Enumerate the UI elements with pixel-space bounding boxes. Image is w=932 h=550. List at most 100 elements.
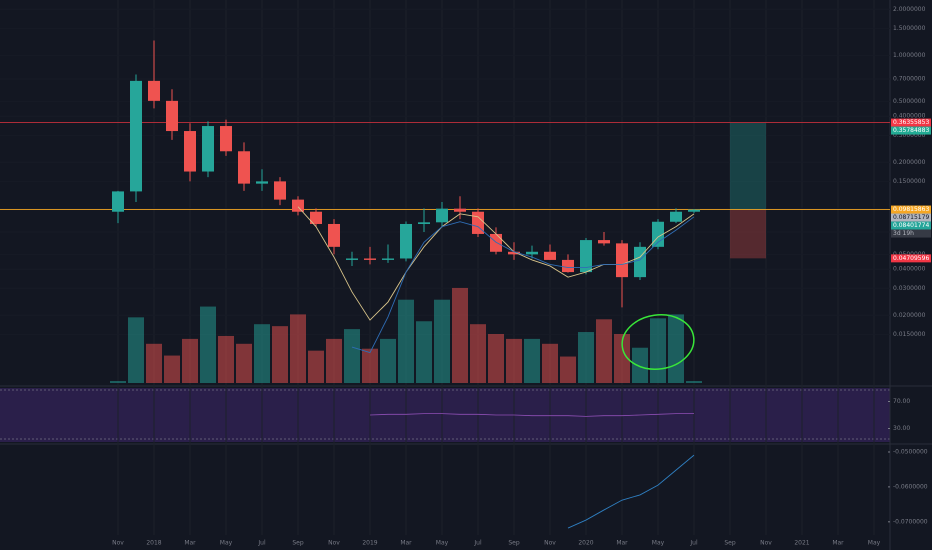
candle-body: [130, 80, 142, 192]
candle-body: [490, 233, 502, 252]
y-tick-label: 0.3000000: [893, 132, 926, 139]
volume-bar: [452, 287, 468, 383]
x-tick-label: Mar: [400, 540, 412, 547]
volume-bar: [398, 299, 414, 383]
price-label-bg: [891, 213, 931, 222]
candle-body: [382, 258, 394, 260]
x-tick-label: 2019: [362, 540, 377, 547]
x-tick-label: Nov: [328, 540, 340, 547]
candle-body: [418, 222, 430, 224]
countdown-label: 3d 19h: [893, 230, 914, 237]
x-tick-label: Nov: [544, 540, 556, 547]
x-tick-label: Jul: [473, 540, 482, 547]
volume-bar: [308, 350, 324, 383]
candle-body: [472, 211, 484, 234]
candle-body: [310, 211, 322, 224]
volume-bar: [326, 338, 342, 383]
osc-tick-label: -0.0600000: [893, 483, 928, 490]
volume-bar: [128, 317, 144, 383]
target-zone: [730, 122, 766, 210]
candle-body: [274, 181, 286, 200]
price-label-bg: [891, 126, 931, 135]
volume-bar: [686, 381, 702, 383]
volume-bar: [164, 355, 180, 383]
rsi-tick-label: 30.00: [893, 425, 910, 432]
y-tick-label: 1.5000000: [893, 25, 926, 32]
candle-body: [508, 251, 520, 255]
y-tick-label: 0.0400000: [893, 266, 926, 273]
volume-bar: [416, 321, 432, 383]
price-label-bg: [891, 254, 931, 263]
volume-bar: [578, 332, 594, 383]
volume-bar: [542, 343, 558, 383]
candle-body: [238, 151, 250, 184]
volume-bar: [434, 299, 450, 383]
candle-body: [184, 131, 196, 172]
candle-body: [328, 223, 340, 247]
y-tick-label: 0.2000000: [893, 159, 926, 166]
osc-tick-label: -0.0500000: [893, 448, 928, 455]
x-tick-label: May: [436, 540, 449, 547]
volume-bar: [614, 334, 630, 383]
volume-bar: [668, 314, 684, 383]
y-tick-label: 0.4000000: [893, 113, 926, 120]
candle-body: [616, 243, 628, 278]
candle-body: [580, 240, 592, 273]
x-tick-label: Nov: [112, 540, 124, 547]
volume-bar: [632, 347, 648, 383]
x-tick-label: Sep: [508, 540, 520, 547]
moving-average: [297, 206, 695, 321]
volume-bar: [236, 343, 252, 383]
annotation-circle: [621, 314, 695, 370]
x-tick-label: 2021: [794, 540, 809, 547]
volume-bar: [380, 338, 396, 383]
candle-body: [256, 181, 268, 184]
price-label-bg: [891, 205, 931, 214]
volume-bar: [488, 334, 504, 383]
volume-bar: [182, 338, 198, 383]
price-label: 0.04709596: [893, 255, 929, 262]
osc-tick-label: -0.0700000: [893, 518, 928, 525]
volume-bar: [110, 381, 126, 383]
stop-zone: [730, 209, 766, 259]
candle-body: [202, 126, 214, 172]
candle-body: [544, 251, 556, 260]
candle-body: [220, 126, 232, 152]
candle-body: [526, 251, 538, 255]
volume-bar: [470, 324, 486, 383]
candle-body: [166, 100, 178, 132]
price-label: 0.08401774: [893, 222, 929, 229]
volume-bar: [596, 319, 612, 383]
rsi-band: [0, 388, 890, 442]
price-label: 0.36355853: [893, 119, 929, 126]
y-tick-label: 0.0200000: [893, 312, 926, 319]
x-tick-label: May: [220, 540, 233, 547]
volume-bar: [200, 306, 216, 383]
countdown-label-bg: [891, 229, 931, 238]
candle-body: [454, 208, 466, 212]
candle-body: [634, 246, 646, 278]
candle-body: [562, 259, 574, 273]
y-tick-label: 2.0000000: [893, 6, 926, 13]
y-tick-label: 0.1500000: [893, 178, 926, 185]
x-tick-label: May: [652, 540, 665, 547]
volume-bar: [218, 335, 234, 383]
candle-body: [670, 211, 682, 222]
volume-bar: [506, 338, 522, 383]
y-tick-label: 0.0150000: [893, 331, 926, 338]
x-tick-label: Mar: [184, 540, 196, 547]
price-label: 0.35784883: [893, 127, 929, 134]
volume-bar: [560, 356, 576, 383]
volume-bar: [290, 314, 306, 383]
volume-bar: [362, 348, 378, 383]
x-tick-label: Nov: [760, 540, 772, 547]
oscillator-line: [567, 454, 695, 529]
x-tick-label: Mar: [616, 540, 628, 547]
moving-average: [351, 216, 695, 354]
x-tick-label: Sep: [724, 540, 736, 547]
x-tick-label: Jul: [257, 540, 266, 547]
rsi-line: [369, 413, 694, 417]
price-label: 0.08715179: [893, 214, 929, 221]
